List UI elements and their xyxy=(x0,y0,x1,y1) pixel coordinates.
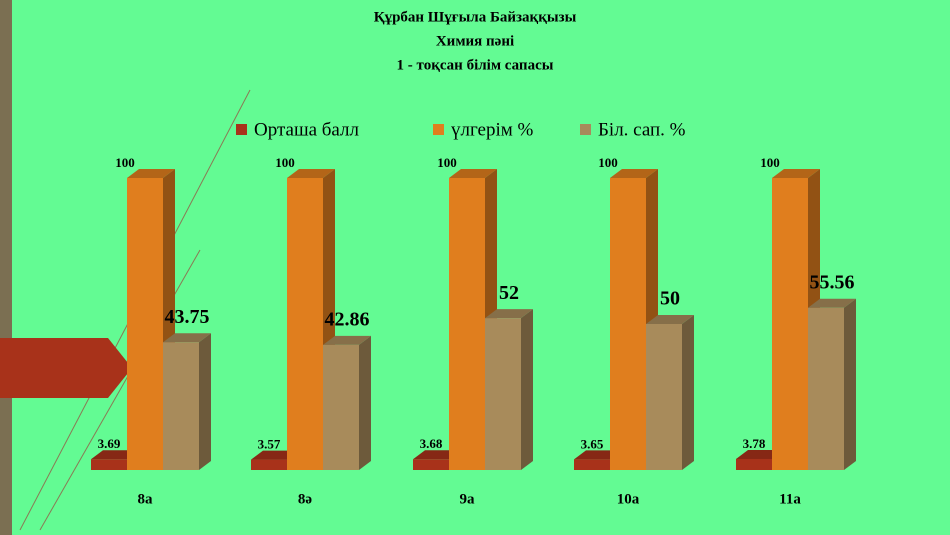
x-tick-label: 8ә xyxy=(298,491,313,507)
bar xyxy=(287,178,323,470)
bar-top xyxy=(485,309,533,319)
title-line: Құрбан Шұғыла Байзаққызы xyxy=(374,9,577,25)
legend-swatch xyxy=(236,124,247,135)
side-strip xyxy=(0,0,12,535)
bar-top xyxy=(646,315,694,324)
bar xyxy=(772,178,808,470)
legend-label: Біл. сап. % xyxy=(598,119,686,140)
bar xyxy=(163,342,199,470)
bar xyxy=(646,324,682,470)
data-label: 3.65 xyxy=(581,436,604,451)
data-label: 3.69 xyxy=(98,436,121,451)
legend-label: үлгерім % xyxy=(451,119,534,140)
bar xyxy=(91,459,127,470)
bar-top xyxy=(163,333,211,343)
arrow-shape xyxy=(0,338,132,398)
bar-top xyxy=(127,169,175,178)
bar xyxy=(808,307,844,470)
data-label: 3.68 xyxy=(420,436,443,451)
bar xyxy=(485,318,521,470)
bar-top xyxy=(449,169,497,178)
bar xyxy=(610,178,646,470)
bar-top xyxy=(323,335,371,345)
bar xyxy=(251,459,287,470)
bar xyxy=(413,459,449,470)
data-label: 100 xyxy=(598,155,618,170)
legend-swatch xyxy=(580,124,591,135)
data-label: 100 xyxy=(437,155,457,170)
bar xyxy=(449,178,485,470)
title-line: 1 - тоқсан білім сапасы xyxy=(397,57,554,73)
data-label: 43.75 xyxy=(165,306,210,328)
bar xyxy=(127,178,163,470)
bar-top xyxy=(808,298,856,308)
bar-side xyxy=(682,315,694,470)
x-tick-label: 9а xyxy=(460,491,476,507)
bar-top xyxy=(287,169,335,178)
data-label: 100 xyxy=(760,155,780,170)
bar-side xyxy=(199,333,211,470)
title-line: Химия пәні xyxy=(436,33,514,49)
data-label: 55.56 xyxy=(810,271,855,293)
x-tick-label: 10а xyxy=(617,491,640,507)
legend-label: Орташа балл xyxy=(254,119,360,140)
data-label: 42.86 xyxy=(325,308,370,330)
x-tick-label: 8а xyxy=(138,491,154,507)
bar-side xyxy=(844,298,856,470)
bar-side xyxy=(359,335,371,470)
data-label: 50 xyxy=(660,288,680,310)
data-label: 100 xyxy=(115,155,135,170)
data-label: 3.57 xyxy=(258,437,281,452)
x-tick-label: 11а xyxy=(779,491,801,507)
data-label: 52 xyxy=(499,282,519,304)
data-label: 3.78 xyxy=(743,436,766,451)
bar-side xyxy=(521,309,533,470)
bar-top xyxy=(772,169,820,178)
data-label: 100 xyxy=(275,155,295,170)
bar-top xyxy=(610,169,658,178)
bar xyxy=(736,458,772,470)
bar xyxy=(574,459,610,470)
bar xyxy=(323,344,359,470)
legend-swatch xyxy=(433,124,444,135)
